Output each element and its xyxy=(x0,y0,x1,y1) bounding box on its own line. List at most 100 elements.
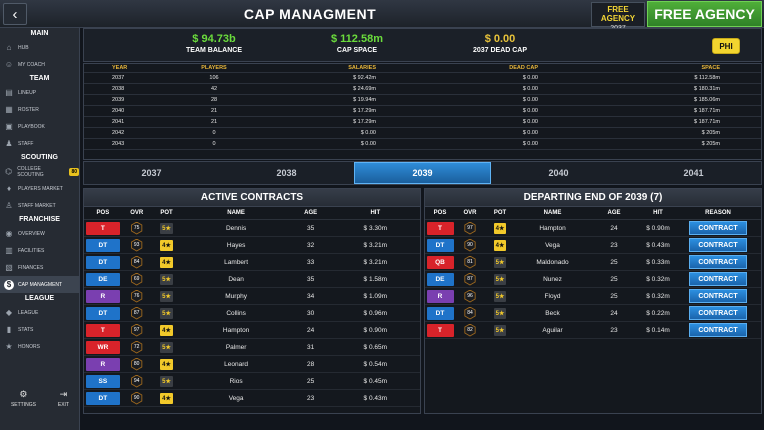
player-row[interactable]: WR 72 5★ Palmer 31 $ 0.65m xyxy=(84,339,420,356)
overall-hex-icon: 72 xyxy=(131,340,143,354)
sidebar-item-roster[interactable]: ▦ ROSTER xyxy=(0,101,79,118)
player-row[interactable]: R 96 5★ Floyd 25 $ 0.32m CONTRACT xyxy=(425,288,761,305)
column-header: OVR xyxy=(463,210,477,216)
sidebar-item-honors[interactable]: ★ HONORS xyxy=(0,338,79,355)
team-balance-label: TEAM BALANCE xyxy=(186,47,242,54)
sidebar-item-label: FACILITIES xyxy=(18,247,45,254)
overall-hex-icon: 75 xyxy=(131,221,143,235)
tab-year-2037[interactable]: 2037 xyxy=(141,168,162,178)
player-row[interactable]: T 97 4★ Hampton 24 $ 0.90m CONTRACT xyxy=(425,220,761,237)
overall-value: 72 xyxy=(131,341,142,353)
potential-cell: 4★ xyxy=(152,256,182,268)
player-row[interactable]: T 97 4★ Hampton 24 $ 0.90m xyxy=(84,322,420,339)
sidebar-item-lineup[interactable]: ▤ LINEUP xyxy=(0,84,79,101)
cap-space: $ 112.58m CAP SPACE xyxy=(297,33,417,54)
contract-button[interactable]: CONTRACT xyxy=(689,323,747,337)
dollar-icon: $ xyxy=(4,279,14,290)
sidebar-item-label: STAFF MARKET xyxy=(18,202,56,209)
player-row[interactable]: DT 87 5★ Collins 30 $ 0.96m xyxy=(84,305,420,322)
overall-cell: 84 xyxy=(455,306,485,320)
contract-button[interactable]: CONTRACT xyxy=(689,306,747,320)
player-row[interactable]: DT 84 5★ Beck 24 $ 0.22m CONTRACT xyxy=(425,305,761,322)
sidebar-item-league[interactable]: ◆ LEAGUE xyxy=(0,304,79,321)
overall-hex-icon: 84 xyxy=(464,306,476,320)
years-cell: $ 0.00 xyxy=(360,141,376,147)
dead-cap: $ 0.00 2037 DEAD CAP xyxy=(440,33,560,54)
contract-button[interactable]: CONTRACT xyxy=(689,255,747,269)
player-row[interactable]: T 75 5★ Dennis 35 $ 3.30m xyxy=(84,220,420,237)
lineup-icon: ▤ xyxy=(5,88,13,97)
contract-button[interactable]: CONTRACT xyxy=(689,272,747,286)
overall-hex-icon: 84 xyxy=(131,255,143,269)
position-badge: DE xyxy=(85,272,120,286)
sidebar-item-staff[interactable]: ♟ STAFF xyxy=(0,135,79,152)
sidebar-item-playbook[interactable]: ▣ PLAYBOOK xyxy=(0,118,79,135)
back-button[interactable]: ‹ xyxy=(3,3,27,25)
years-header-cell: SPACE xyxy=(701,65,720,71)
sidebar-item-staff-market[interactable]: ♙ STAFF MARKET xyxy=(0,197,79,214)
contract-button[interactable]: CONTRACT xyxy=(689,221,747,235)
team-balance: $ 94.73b TEAM BALANCE xyxy=(154,33,274,54)
player-row[interactable]: SS 94 5★ Rios 25 $ 0.45m xyxy=(84,373,420,390)
tab-year-2040[interactable]: 2040 xyxy=(548,168,569,178)
sidebar-item-facilities[interactable]: ▥ FACILITIES xyxy=(0,242,79,259)
sidebar-item-finances[interactable]: ▧ FINANCES xyxy=(0,259,79,276)
tab-year-2039[interactable]: 2039 xyxy=(354,162,491,184)
settings-button[interactable]: ⚙ SETTINGS xyxy=(11,389,36,408)
potential-badge: 4★ xyxy=(493,222,507,234)
player-row[interactable]: DE 69 5★ Dean 35 $ 1.58m xyxy=(84,271,420,288)
coach-icon: ☺ xyxy=(4,60,14,69)
player-row[interactable]: T 82 5★ Aguilar 23 $ 0.14m CONTRACT xyxy=(425,322,761,339)
overall-hex-icon: 81 xyxy=(464,255,476,269)
reason-cell: CONTRACT xyxy=(678,323,758,337)
player-row[interactable]: DE 87 5★ Nunez 25 $ 0.32m CONTRACT xyxy=(425,271,761,288)
player-row[interactable]: DT 90 4★ Vega 23 $ 0.43m CONTRACT xyxy=(425,237,761,254)
position-cell: DT xyxy=(84,306,122,320)
column-header: NAME xyxy=(543,210,562,216)
tab-year-2038[interactable]: 2038 xyxy=(276,168,297,178)
player-name: Leonard xyxy=(224,360,249,368)
player-row[interactable]: DT 93 4★ Hayes 32 $ 3.21m xyxy=(84,237,420,254)
player-row[interactable]: DT 90 4★ Vega 23 $ 0.43m xyxy=(84,390,420,407)
years-cell: 2038 xyxy=(112,86,125,92)
sidebar-item-hub[interactable]: ⌂ HUB xyxy=(0,39,79,56)
player-row[interactable]: DT 84 4★ Lambert 33 $ 3.21m xyxy=(84,254,420,271)
sidebar-item-my-coach[interactable]: ☺ MY COACH xyxy=(0,56,79,73)
sidebar-item-overview[interactable]: ◉ OVERVIEW xyxy=(0,225,79,242)
years-cell: 2042 xyxy=(112,130,125,136)
column-header: AGE xyxy=(304,210,318,216)
sidebar-item-college-scouting[interactable]: ⌬ COLLEGE SCOUTING 80 xyxy=(0,163,79,180)
overall-cell: 90 xyxy=(455,238,485,252)
position-badge: T xyxy=(426,323,454,337)
sidebar-item-stats[interactable]: ▮ STATS xyxy=(0,321,79,338)
sidebar-item-cap-managment[interactable]: $ CAP MANAGMENT xyxy=(0,276,79,293)
exit-icon: ⇥ xyxy=(59,389,68,399)
player-name: Vega xyxy=(545,241,560,249)
sidebar-item-label: HUB xyxy=(18,44,29,51)
sidebar-section-title: MAIN xyxy=(30,30,49,37)
years-cell: 2041 xyxy=(112,119,125,125)
player-name: Vega xyxy=(228,394,244,402)
cap-hit: $ 3.30m xyxy=(363,224,388,232)
player-row[interactable]: QB 81 5★ Maldonado 25 $ 0.33m CONTRACT xyxy=(425,254,761,271)
potential-cell: 5★ xyxy=(152,375,182,387)
team-logo: PHI xyxy=(712,38,740,54)
player-row[interactable]: R 76 5★ Murphy 34 $ 1.09m xyxy=(84,288,420,305)
free-agency-button[interactable]: FREE AGENCY xyxy=(647,1,762,27)
position-badge: T xyxy=(85,221,120,235)
column-header: OVR xyxy=(130,210,144,216)
active-contracts-rows: T 75 5★ Dennis 35 $ 3.30m DT 93 4★ Hayes 32 $ 3.21m… xyxy=(84,220,420,407)
contract-button[interactable]: CONTRACT xyxy=(689,238,747,252)
position-badge: R xyxy=(85,357,120,371)
column-header: POT xyxy=(493,210,507,216)
player-row[interactable]: R 80 4★ Leonard 28 $ 0.54m xyxy=(84,356,420,373)
position-cell: DT xyxy=(425,238,455,252)
potential-badge: 5★ xyxy=(160,290,173,302)
exit-button[interactable]: ⇥ EXIT xyxy=(58,389,69,408)
tab-year-2041[interactable]: 2041 xyxy=(683,168,704,178)
player-name: Aguilar xyxy=(542,326,563,334)
overall-cell: 87 xyxy=(122,306,152,320)
potential-cell: 5★ xyxy=(152,273,182,285)
sidebar-item-players-market[interactable]: ♦ PLAYERS MARKET xyxy=(0,180,79,197)
contract-button[interactable]: CONTRACT xyxy=(689,289,747,303)
